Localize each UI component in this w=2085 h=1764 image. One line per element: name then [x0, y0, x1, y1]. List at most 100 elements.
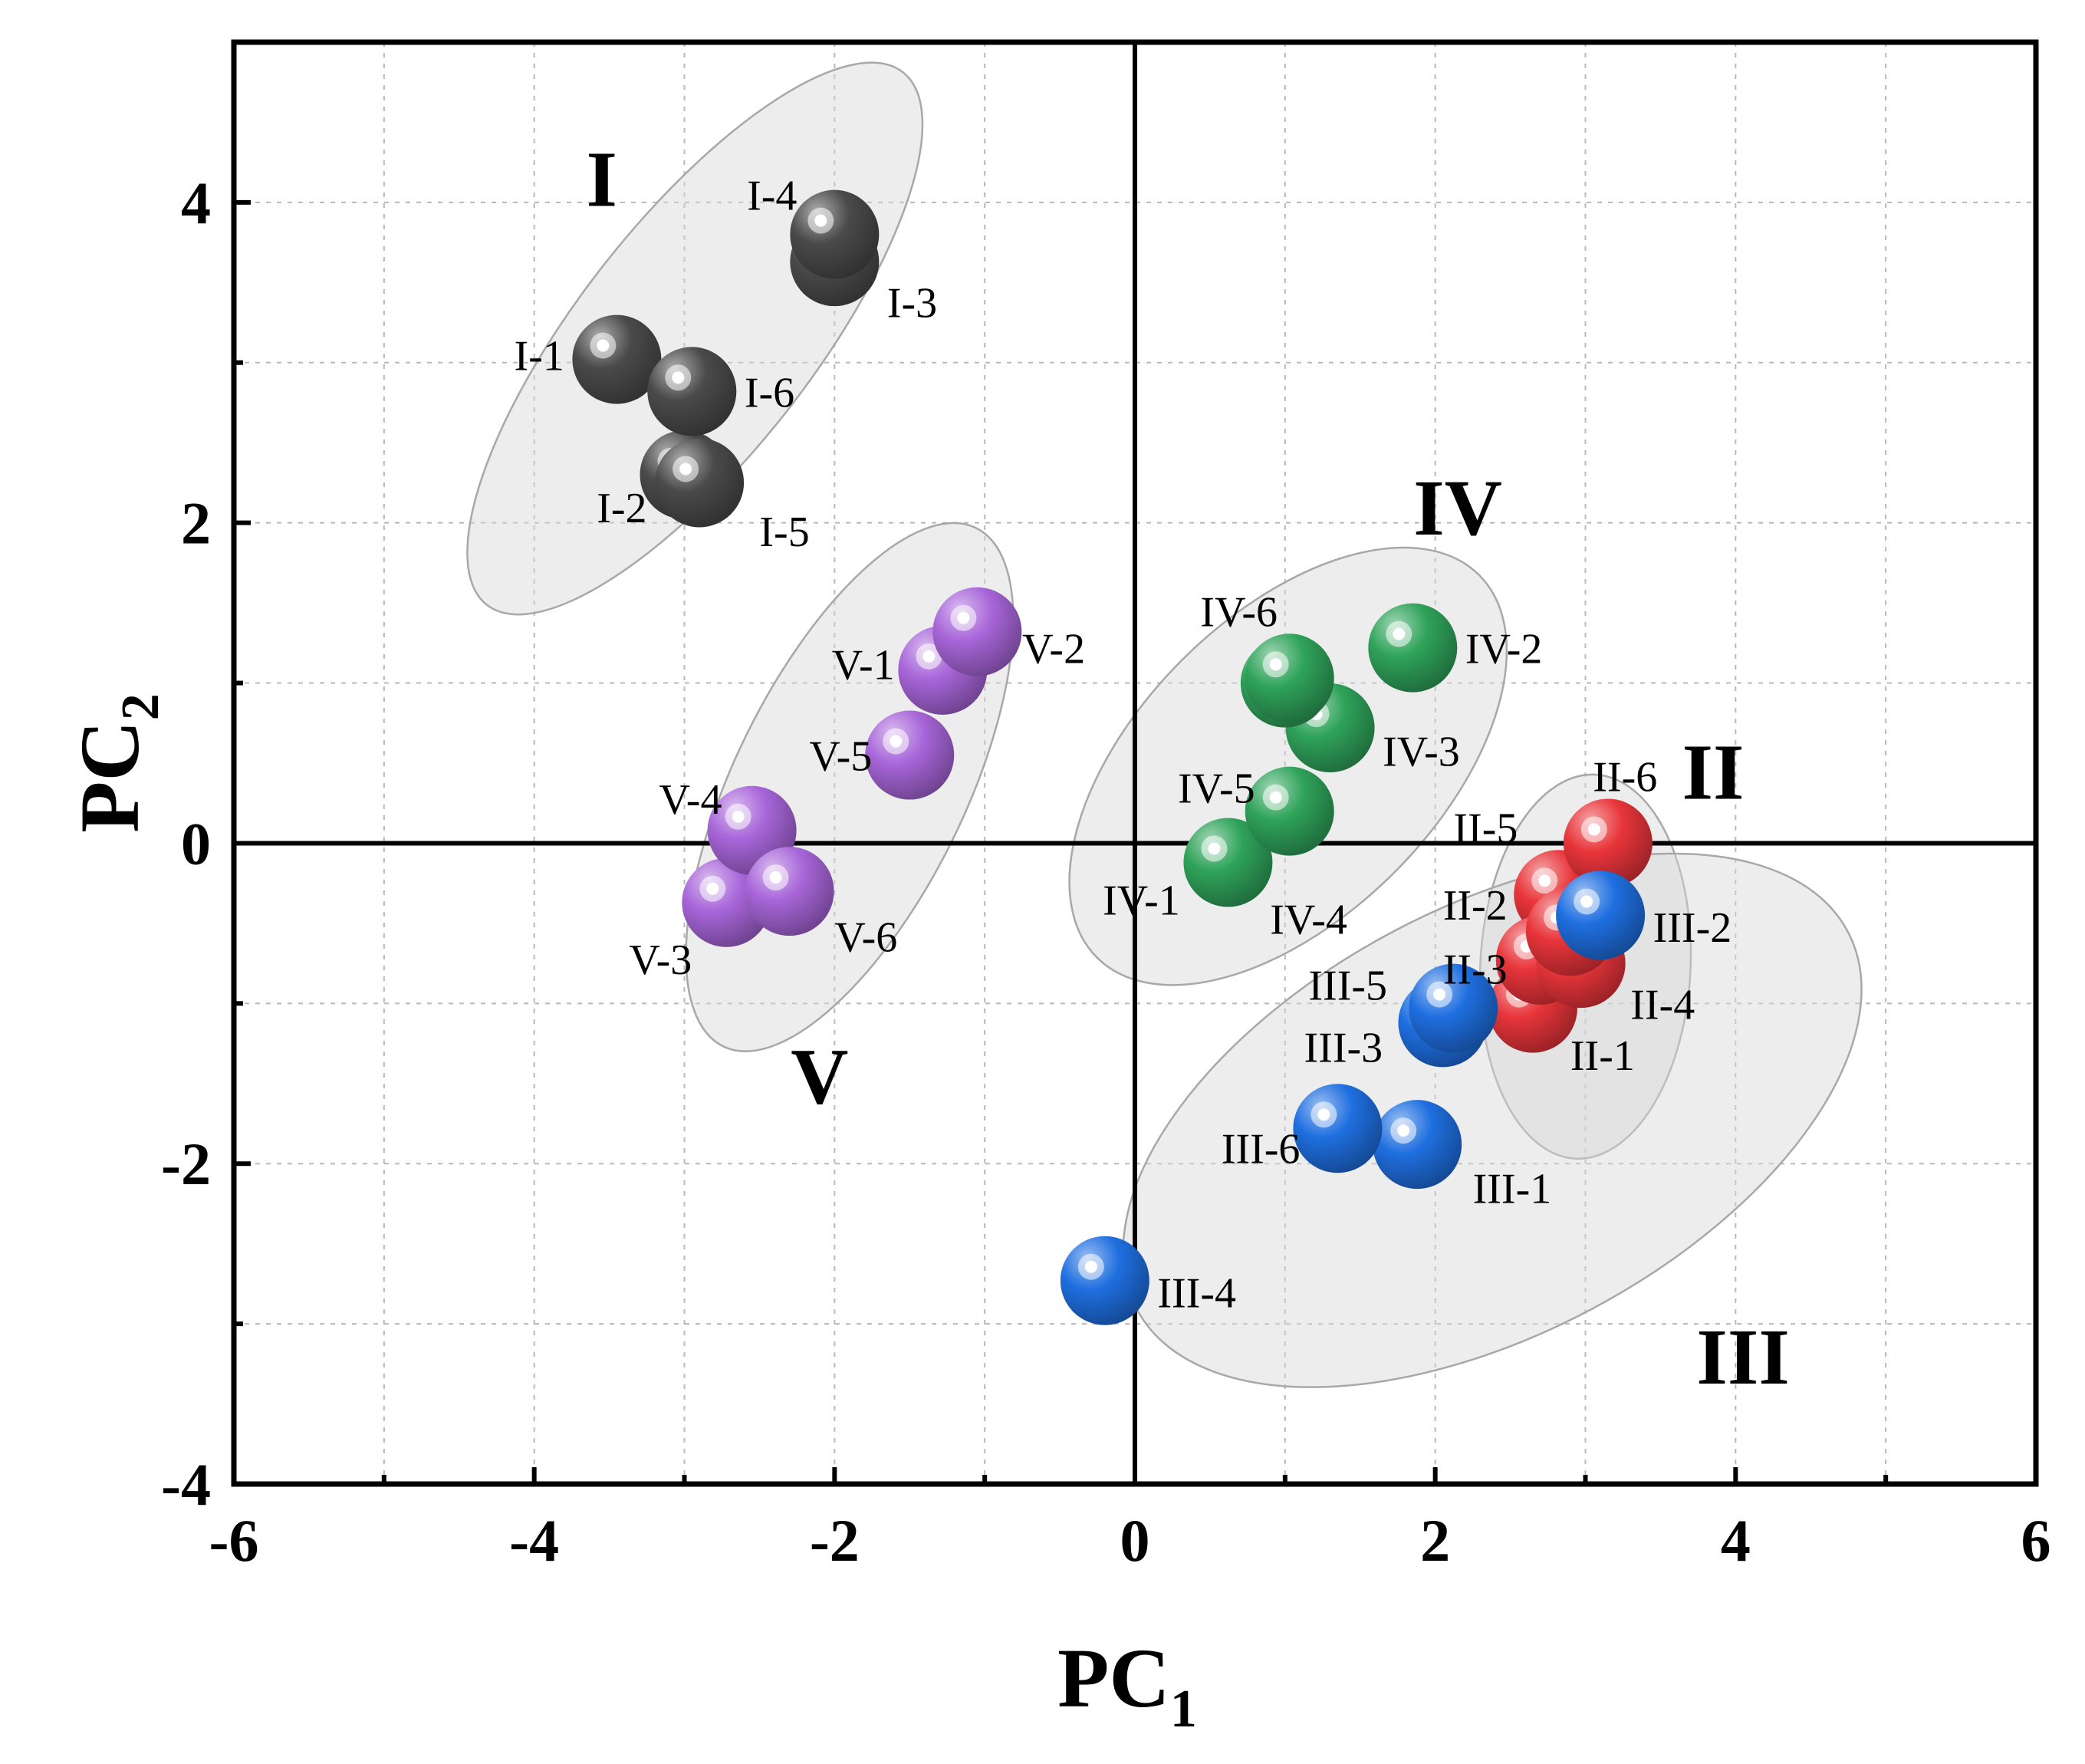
point-label-I-1: I-1	[515, 332, 564, 380]
point-label-III-4: III-4	[1157, 1269, 1236, 1317]
point-label-IV-6: IV-6	[1200, 589, 1278, 637]
point-highlight-core	[1397, 1124, 1410, 1137]
point-marker	[655, 438, 745, 528]
point-label-I-6: I-6	[745, 369, 794, 416]
point-label-V-4: V-4	[659, 776, 722, 824]
x-tick-label: 2	[1420, 1507, 1450, 1574]
point-marker	[1245, 766, 1334, 856]
group-label-IV: IV	[1413, 464, 1502, 552]
point-labels: I-1 I-2 I-3 I-4 I-5 I-6 II-1 II-2 II-3 II-4 II-5 II…	[515, 172, 1732, 1317]
point-label-II-5: II-5	[1453, 805, 1518, 853]
point-highlight-core	[1393, 627, 1406, 640]
point-marker	[1245, 634, 1334, 723]
group-label-III: III	[1696, 1313, 1789, 1401]
point-label-IV-4: IV-4	[1270, 897, 1347, 944]
point-label-V-5: V-5	[809, 733, 872, 781]
x-tick-label: -6	[209, 1507, 259, 1574]
point-label-IV-2: IV-2	[1465, 626, 1543, 673]
point-highlight-core	[814, 214, 827, 227]
point-marker	[1556, 870, 1646, 960]
point-I-4	[790, 189, 880, 279]
group-label-II: II	[1682, 728, 1744, 816]
point-label-IV-5: IV-5	[1178, 765, 1255, 812]
y-tick-label: 4	[181, 169, 211, 236]
point-marker	[647, 347, 737, 436]
point-I-1	[572, 314, 662, 404]
point-label-IV-3: IV-3	[1383, 728, 1460, 775]
point-highlight-core	[957, 611, 970, 624]
point-I-6	[647, 347, 737, 436]
x-tick-label: -2	[810, 1507, 860, 1574]
zero-axes	[234, 42, 2036, 1484]
x-axis-title: PC1	[1057, 1631, 1197, 1739]
point-label-I-3: I-3	[887, 279, 937, 327]
point-highlight-core	[672, 371, 685, 384]
data-points	[572, 189, 1653, 1325]
point-label-II-4: II-4	[1630, 981, 1695, 1028]
point-highlight-core	[769, 871, 782, 884]
point-marker	[790, 189, 880, 279]
point-label-II-2: II-2	[1443, 882, 1508, 930]
axis-ticks	[232, 40, 2038, 1486]
point-label-III-2: III-2	[1653, 904, 1732, 952]
point-marker	[1368, 603, 1458, 693]
point-highlight-core	[679, 462, 692, 476]
point-IV-2	[1368, 603, 1458, 693]
x-tick-label: -4	[509, 1507, 559, 1574]
point-label-V-6: V-6	[834, 914, 897, 962]
point-label-V-3: V-3	[629, 936, 692, 984]
point-label-III-6: III-6	[1222, 1125, 1301, 1173]
y-axis-title: PC2	[63, 693, 170, 833]
point-marker	[1293, 1084, 1383, 1173]
point-label-I-4: I-4	[747, 172, 797, 219]
point-marker	[1060, 1236, 1149, 1325]
point-label-IV-1: IV-1	[1103, 877, 1180, 925]
point-V-6	[745, 847, 834, 936]
y-tick-label: -4	[161, 1451, 211, 1518]
point-III-6	[1293, 1084, 1383, 1173]
point-V-2	[932, 587, 1022, 676]
point-highlight-core	[732, 810, 745, 823]
point-highlight-core	[1208, 842, 1221, 855]
y-tick-label: -2	[161, 1130, 211, 1197]
point-V-5	[865, 710, 955, 800]
point-highlight-core	[1580, 895, 1593, 908]
point-I-5	[655, 438, 745, 528]
point-label-II-1: II-1	[1570, 1032, 1635, 1080]
point-II-6	[1563, 798, 1653, 888]
point-highlight-core	[597, 339, 610, 352]
group-label-I: I	[587, 136, 617, 224]
point-IV-1	[1183, 818, 1273, 907]
group-label-V: V	[791, 1032, 848, 1121]
x-tick-label: 4	[1721, 1507, 1751, 1574]
x-tick-label: 0	[1120, 1507, 1150, 1574]
point-highlight-core	[890, 735, 903, 748]
y-tick-label: 0	[181, 810, 211, 877]
point-label-III-1: III-1	[1473, 1166, 1552, 1213]
point-label-II-3: II-3	[1443, 946, 1508, 993]
point-highlight-core	[1317, 1108, 1330, 1121]
point-III-2	[1556, 870, 1646, 960]
point-highlight-core	[922, 650, 936, 663]
point-marker	[865, 710, 955, 800]
point-label-III-5: III-5	[1308, 962, 1387, 1009]
point-IV-4	[1245, 766, 1334, 856]
point-highlight-core	[1433, 988, 1446, 1001]
point-IV-6	[1245, 634, 1334, 723]
point-label-I-2: I-2	[597, 485, 646, 532]
point-highlight-core	[1587, 823, 1600, 836]
point-label-V-2: V-2	[1022, 626, 1085, 673]
point-III-1	[1373, 1100, 1462, 1190]
point-label-V-1: V-1	[832, 641, 895, 689]
point-label-III-3: III-3	[1304, 1025, 1383, 1072]
x-tick-label: 6	[2021, 1507, 2051, 1574]
point-label-II-6: II-6	[1593, 754, 1657, 801]
point-highlight-core	[1084, 1260, 1097, 1273]
point-label-I-5: I-5	[759, 508, 809, 556]
point-highlight-core	[1269, 658, 1282, 671]
point-marker	[932, 587, 1022, 676]
point-highlight-core	[706, 882, 719, 895]
